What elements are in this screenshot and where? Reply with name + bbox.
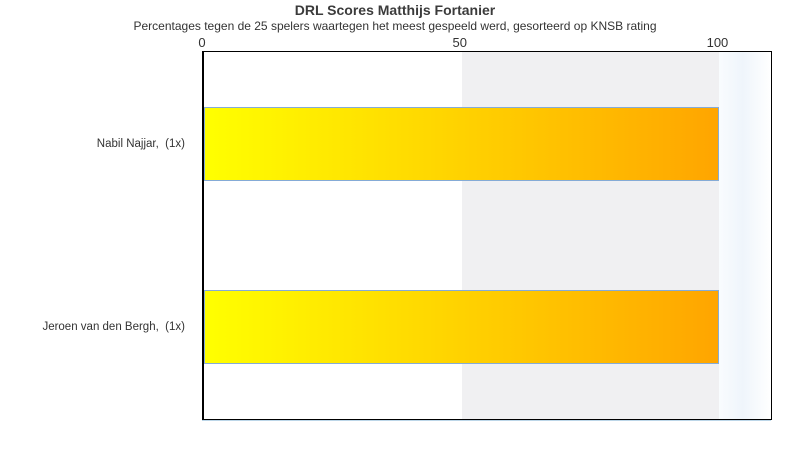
bottom-axis-line xyxy=(202,420,771,421)
x-tick-label: 100 xyxy=(706,35,729,50)
category-label: Nabil Najjar, (1x) xyxy=(96,137,185,150)
bar xyxy=(204,290,720,365)
chart-title: DRL Scores Matthijs Fortanier xyxy=(294,2,496,18)
y-axis-category-labels: Nabil Najjar, (1x) Jeroen van den Bergh, … xyxy=(0,51,194,420)
x-tick-label: 0 xyxy=(198,35,206,50)
x-axis: 0 50 100 xyxy=(198,35,771,50)
x-tick-label: 50 xyxy=(452,35,467,50)
category-label: Jeroen van den Bergh, (1x) xyxy=(42,321,185,334)
chart-subtitle: Percentages tegen de 25 spelers waartege… xyxy=(133,19,657,33)
bar xyxy=(204,106,720,181)
overflow-gradient-zone xyxy=(719,52,771,419)
plot-area xyxy=(202,51,772,420)
